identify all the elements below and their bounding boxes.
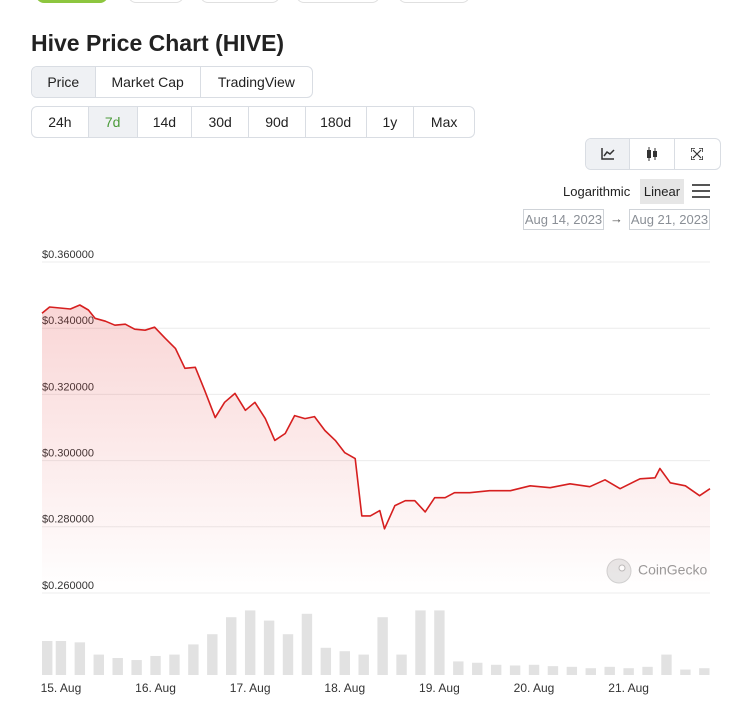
y-tick-label: $0.280000 [42, 514, 94, 526]
date-to[interactable]: Aug 21, 2023 [629, 209, 710, 230]
y-tick-label: $0.360000 [42, 249, 94, 261]
volume-bar [699, 668, 710, 675]
volume-bar [226, 617, 237, 675]
line-icon [600, 148, 615, 160]
volume-bar [42, 641, 53, 675]
volume-bar [244, 610, 256, 675]
scale-option[interactable]: Logarithmic [563, 184, 631, 199]
range-button[interactable]: 14d [138, 107, 193, 137]
x-tick-label: 15. Aug [41, 681, 82, 695]
range-button[interactable]: 24h [32, 107, 89, 137]
range-button[interactable]: 1y [367, 107, 415, 137]
volume-bar [150, 655, 161, 675]
range-group: 24h 7d 14d 30d 90d 180d 1y Max [31, 106, 475, 138]
tab[interactable]: Price [32, 67, 96, 97]
volume-bar [472, 662, 483, 675]
volume-bar [566, 666, 578, 675]
volume-bar [112, 658, 123, 675]
y-tick-label: $0.300000 [42, 448, 94, 460]
volume-bar [434, 610, 445, 675]
volume-bar [301, 613, 313, 675]
tab[interactable]: Market Cap [96, 67, 201, 97]
top-button[interactable] [398, 0, 470, 3]
x-tick-label: 20. Aug [514, 681, 555, 695]
date-arrow: → [610, 211, 623, 226]
volume-bar [680, 669, 691, 675]
date-from[interactable]: Aug 14, 2023 [523, 209, 604, 230]
volume-bar [169, 654, 180, 675]
candle-icon [647, 147, 658, 161]
volume-bar [263, 620, 275, 675]
fullscreen-button[interactable] [675, 139, 720, 169]
scale-option[interactable]: Linear [640, 179, 684, 204]
watermark: CoinGecko [606, 558, 707, 584]
volume-bar [509, 665, 521, 675]
y-tick-label: $0.260000 [42, 580, 94, 592]
volume-bar [415, 610, 426, 675]
y-tick-label: $0.340000 [42, 315, 94, 327]
volume-bar [490, 664, 502, 675]
x-tick-label: 17. Aug [230, 681, 271, 695]
line-chart-button[interactable] [586, 139, 631, 169]
volume-bar [93, 654, 104, 675]
volume-bar [604, 666, 615, 675]
range-button[interactable]: 7d [88, 107, 138, 137]
top-button[interactable] [128, 0, 184, 3]
volume-bar [339, 651, 350, 675]
top-button[interactable] [296, 0, 380, 3]
volume-bar [377, 617, 388, 675]
range-button[interactable]: Max [430, 114, 458, 130]
volume-bar [55, 641, 67, 675]
volume-bar [131, 660, 142, 675]
volume-bar [188, 644, 199, 675]
volume-bar [207, 634, 218, 675]
range-button[interactable]: 30d [192, 107, 250, 137]
y-tick-label: $0.320000 [42, 381, 94, 393]
volume-bar [74, 642, 86, 675]
price-area [42, 305, 710, 593]
x-tick-label: 21. Aug [608, 681, 649, 695]
volume-bar [528, 664, 540, 675]
volume-bar [358, 654, 369, 675]
candle-chart-button[interactable] [630, 139, 675, 169]
volume-bar [453, 661, 464, 675]
tab[interactable]: TradingView [217, 74, 295, 90]
chart-type-group [585, 138, 721, 170]
price-line [41, 304, 711, 530]
volume-bar [623, 668, 634, 675]
top-button[interactable] [200, 0, 280, 3]
menu-icon[interactable] [692, 184, 710, 198]
volume-bar [320, 647, 332, 675]
volume-bar [547, 666, 559, 675]
volume-bar [282, 634, 294, 675]
x-tick-label: 16. Aug [135, 681, 176, 695]
watermark-text: CoinGecko [638, 562, 707, 578]
range-button[interactable]: 180d [306, 107, 367, 137]
volume-bar [396, 654, 407, 675]
volume-bar [661, 654, 672, 675]
tab-group: Price Market Cap TradingView [31, 66, 313, 98]
x-tick-label: 18. Aug [324, 681, 365, 695]
page-title: Hive Price Chart (HIVE) [31, 30, 285, 56]
volume-bar [585, 668, 596, 675]
range-button[interactable]: 90d [249, 107, 306, 137]
volume-bar [642, 666, 653, 675]
top-button[interactable] [36, 0, 108, 3]
x-tick-label: 19. Aug [419, 681, 460, 695]
expand-icon [691, 148, 704, 160]
